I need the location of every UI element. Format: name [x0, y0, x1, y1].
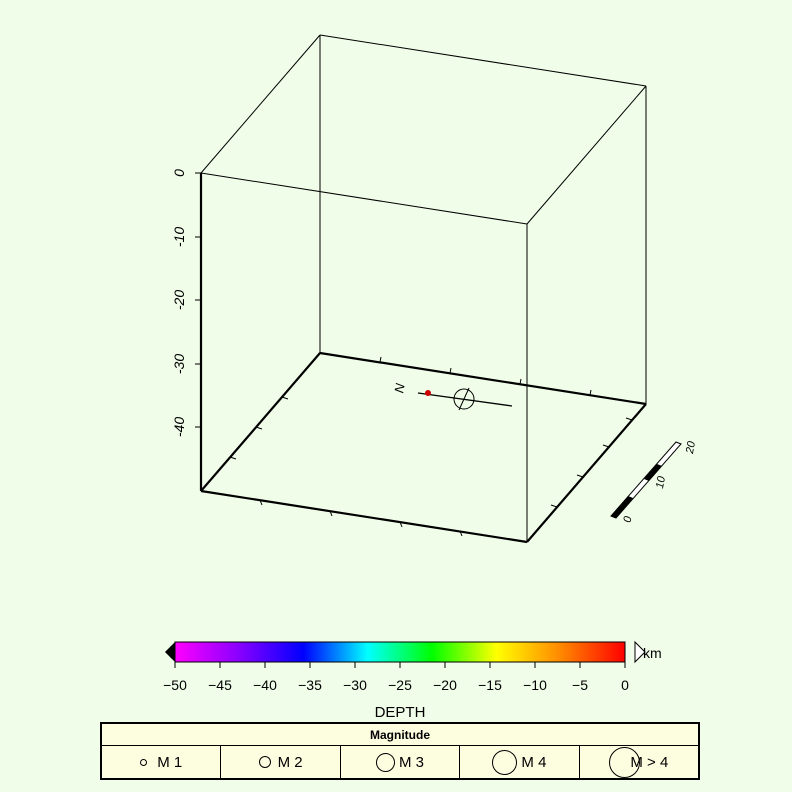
colorbar-unit: km: [643, 645, 662, 661]
north-arrow-shaft: [417, 392, 513, 407]
colorbar-tick-label: −40: [253, 677, 277, 693]
scale-bar-segment: [644, 464, 662, 481]
floor-edge: [526, 403, 647, 543]
floor-ticks: [229, 356, 633, 537]
scale-bar: 0 10 20: [610, 440, 698, 524]
scale-bar-segment: [611, 496, 633, 518]
legend-item-m3: M 3: [341, 746, 461, 778]
depth-tick-label: -40: [171, 417, 187, 437]
north-arrow-circle: [453, 388, 475, 410]
legend-row: M 1 M 2 M 3 M 4 M > 4: [102, 746, 698, 778]
scale-bar-label: 10: [654, 475, 668, 490]
scale-bar-label: 20: [684, 440, 698, 456]
depth-tick-label: -10: [171, 227, 187, 247]
box-floor: [199, 173, 647, 544]
colorbar-tick-label: −50: [163, 677, 187, 693]
colorbar-tick-label: −5: [572, 677, 588, 693]
box-edge: [200, 172, 528, 225]
depth-tick-label: -30: [171, 354, 187, 374]
box-edge: [319, 34, 647, 87]
legend-item-m4: M 4: [460, 746, 580, 778]
floor-edge: [319, 351, 647, 406]
legend-title: Magnitude: [102, 724, 698, 746]
colorbar-title: DEPTH: [375, 704, 426, 720]
legend-item-label: M 1: [157, 753, 183, 771]
colorbar-tick-label: −20: [433, 677, 457, 693]
depth-axis-labels: 0 -10 -20 -30 -40: [171, 169, 187, 437]
3d-hypocenter-plot: 0 -10 -20 -30 -40 N 0 10: [171, 34, 698, 544]
magnitude-circle-icon: [492, 749, 518, 775]
depth-axis-ticks: [195, 172, 201, 428]
scale-bar-label: 0: [622, 515, 635, 524]
legend-item-label: M 2: [277, 753, 303, 771]
legend-item-m1: M 1: [102, 746, 222, 778]
colorbar-tick-label: −30: [343, 677, 367, 693]
magnitude-legend: Magnitude M 1 M 2 M 3 M 4 M > 4: [100, 722, 700, 780]
north-label: N: [391, 382, 408, 394]
colorbar-right-arrow: [634, 640, 646, 664]
magnitude-circle-icon: [140, 758, 148, 766]
legend-item-m2: M 2: [221, 746, 341, 778]
event-marker: [425, 390, 431, 396]
depth-tick-label: 0: [171, 169, 187, 177]
north-arrow-cross: [458, 387, 470, 411]
colorbar-tick-label: −35: [298, 677, 322, 693]
colorbar-tick-label: −45: [208, 677, 232, 693]
colorbar-ticks: −50 −45 −40 −35 −30 −25 −20 −15 −10 −5 0: [163, 662, 629, 693]
box-edge: [200, 34, 321, 174]
floor-edge: [200, 352, 321, 492]
depth-colorbar: −50 −45 −40 −35 −30 −25 −20 −15 −10 −5 0 km DEPTH: [160, 640, 680, 721]
legend-item-label: M 3: [399, 753, 425, 771]
colorbar-tick-label: −10: [523, 677, 547, 693]
colorbar-left-arrow: [165, 642, 175, 662]
floor-edge: [200, 489, 528, 544]
box-frame: [200, 34, 647, 542]
colorbar-tick-label: −25: [388, 677, 412, 693]
legend-item-label: M 4: [521, 753, 547, 771]
colorbar-tick-label: −15: [478, 677, 502, 693]
event-markers: [425, 390, 431, 396]
magnitude-circle-icon: [258, 756, 271, 768]
depth-tick-label: -20: [171, 290, 187, 310]
magnitude-circle-icon: [609, 746, 641, 778]
magnitude-circle-icon: [376, 752, 395, 772]
colorbar-svg: −50 −45 −40 −35 −30 −25 −20 −15 −10 −5 0 km DEPTH: [163, 640, 662, 721]
north-arrow: N: [391, 382, 513, 411]
legend-item-m5plus: M > 4: [580, 746, 698, 778]
box-edge: [526, 85, 647, 225]
colorbar-tick-label: 0: [621, 677, 629, 693]
colorbar-gradient: [174, 641, 626, 663]
legend-item-label: M > 4: [630, 753, 669, 771]
